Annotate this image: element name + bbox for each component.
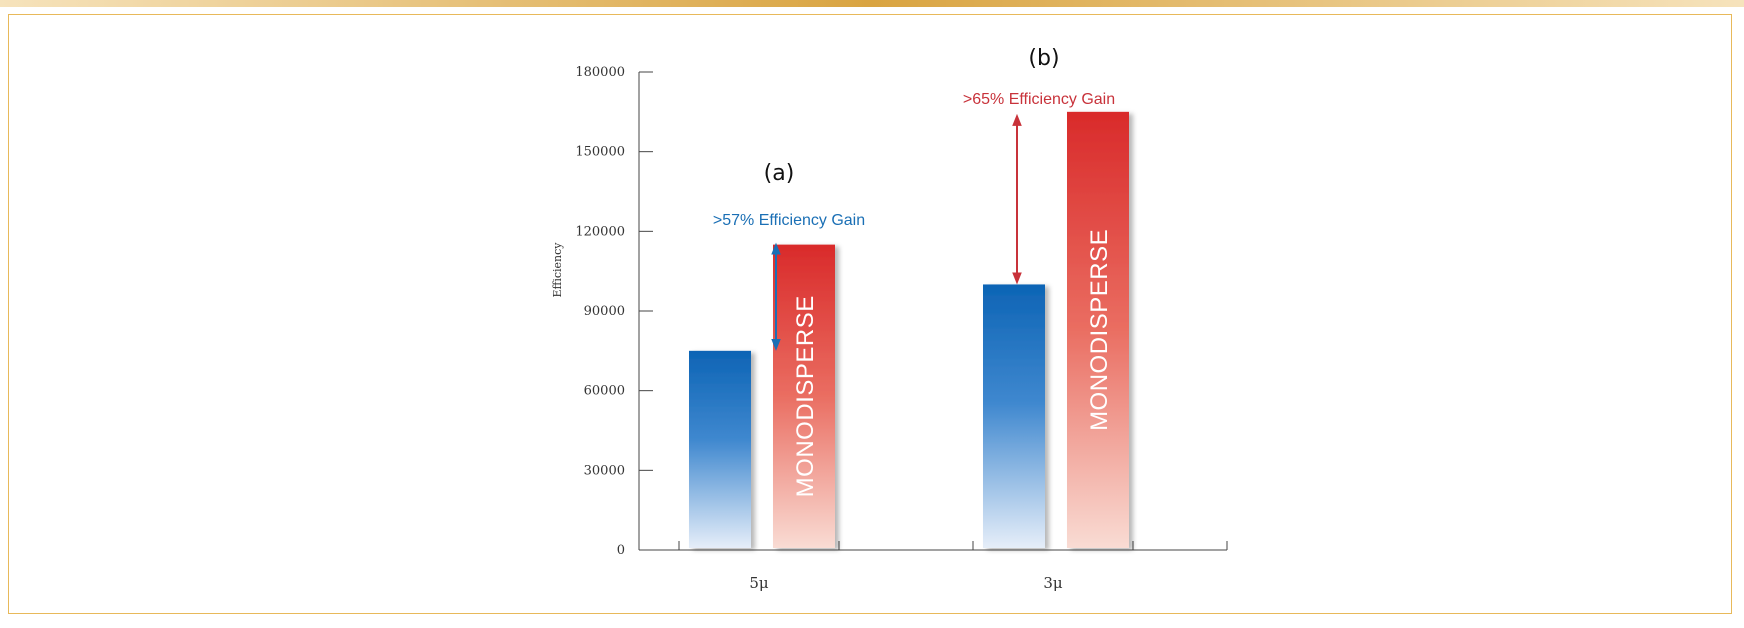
y-tick-label: 180000: [575, 65, 625, 80]
y-axis-label: Efficiency: [551, 242, 564, 298]
figure-frame: [8, 14, 1732, 614]
bar-polydisperse-1: [983, 284, 1045, 548]
top-accent-bar: [0, 0, 1744, 7]
x-category-label: 5μ: [749, 574, 769, 592]
y-tick-label: 0: [617, 543, 625, 558]
bar-polydisperse-0: [689, 350, 751, 548]
y-tick-label: 120000: [575, 224, 625, 239]
y-tick-label: 60000: [584, 384, 625, 399]
x-category-label: 3μ: [1043, 574, 1063, 592]
gain-label-0: >57% Efficiency Gain: [713, 212, 865, 229]
y-tick-label: 150000: [575, 145, 625, 160]
gain-label-1: >65% Efficiency Gain: [963, 91, 1115, 108]
panel-label-0: (a): [764, 161, 795, 186]
y-tick-label: 90000: [584, 304, 625, 319]
bar-monodisperse-0: [773, 244, 835, 548]
bar-monodisperse-1: [1067, 111, 1129, 548]
bar-label-monodisperse: MONODISPERSE: [1086, 229, 1113, 431]
y-tick-label: 30000: [584, 463, 625, 478]
panel-label-1: (b): [1028, 46, 1059, 71]
bar-label-monodisperse: MONODISPERSE: [792, 295, 819, 497]
